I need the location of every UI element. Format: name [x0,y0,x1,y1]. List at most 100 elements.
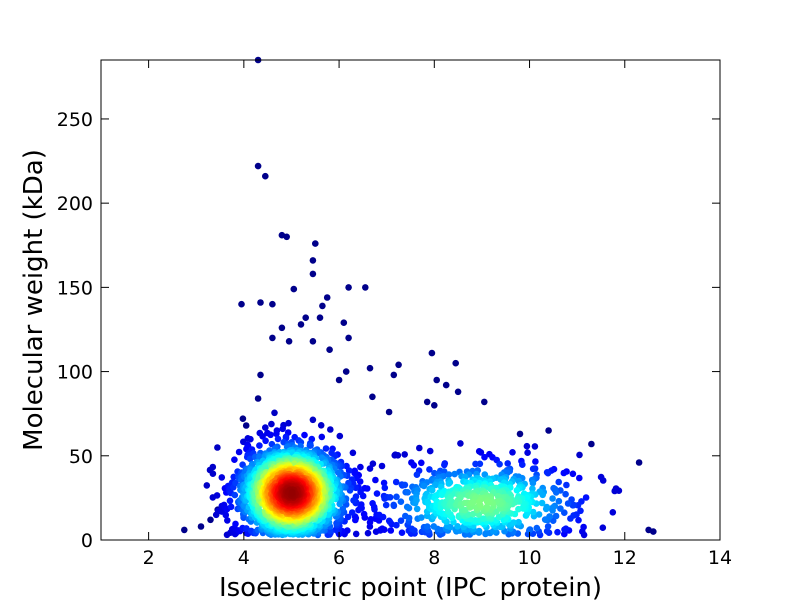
data-point [393,493,400,501]
y-tick-label: 250 [57,109,93,131]
data-point [285,338,293,345]
y-tick-label: 200 [57,193,93,215]
data-point [398,529,406,536]
data-point [274,435,282,443]
data-point [555,478,562,486]
data-point [609,509,617,516]
data-point [569,470,577,478]
data-point [378,462,386,470]
data-point [269,334,276,342]
data-point [428,349,436,357]
x-tick-label: 8 [428,547,440,569]
data-point [567,515,574,522]
y-tick-label: 100 [57,362,93,384]
data-point [278,324,286,332]
x-tick-label: 14 [708,547,732,569]
data-point [268,420,275,428]
data-point [269,300,276,308]
data-point [350,497,357,504]
data-point [379,513,387,521]
data-point [385,517,393,525]
data-point [529,485,536,493]
data-point [552,512,560,520]
data-point [181,526,188,534]
data-point [214,444,221,451]
data-point [224,517,231,524]
data-point [523,442,531,450]
x-tick-label: 6 [333,547,345,569]
data-point [564,500,572,507]
data-point [370,503,378,511]
plot-frame [100,59,721,541]
data-point [283,233,291,241]
data-point [290,285,298,293]
data-point [405,504,413,512]
data-point [382,501,390,509]
data-point [611,487,618,495]
data-point [563,481,570,489]
data-point [510,519,517,526]
data-point [238,300,245,308]
data-point [544,469,552,477]
data-point [340,319,348,327]
data-point [445,471,453,478]
data-point [366,364,374,372]
data-point [226,497,234,505]
x-tick-label: 4 [238,547,250,569]
x-tick-label: 12 [613,547,637,569]
data-point [386,494,394,501]
data-point [288,490,296,497]
data-point [529,508,537,516]
data-point [209,463,217,471]
data-point [369,393,376,401]
data-point [475,498,483,506]
data-point [515,505,522,513]
data-point [529,479,537,487]
data-point [257,299,264,306]
data-point [524,449,531,457]
data-point [390,371,398,379]
data-point [532,458,539,465]
data-point [545,427,552,434]
data-point [387,527,395,534]
data-point [469,499,477,506]
data-point [555,497,563,505]
data-point [335,376,343,384]
data-point [345,284,352,291]
data-point [576,474,583,482]
data-point [442,381,450,389]
data-point [218,474,226,481]
data-point [207,516,214,524]
data-point [549,495,556,502]
data-point [254,395,262,402]
data-point [549,504,557,511]
data-point [213,492,221,499]
data-point [247,435,254,443]
data-point [385,408,393,416]
data-point [197,523,205,530]
data-point [413,471,421,479]
data-point [231,456,238,464]
data-point [222,511,230,519]
data-point [635,459,643,466]
data-point [529,465,537,473]
x-tick-label: 10 [517,547,541,569]
data-point [519,461,526,469]
data-point [231,491,239,499]
x-axis-label: Isoelectric point (IPC_protein) [219,573,602,600]
data-point [562,490,569,498]
data-point [227,503,235,511]
data-point [364,529,372,537]
data-point [257,371,264,379]
data-point [262,172,269,180]
data-point [496,460,503,468]
data-point [309,257,317,264]
data-point [390,502,398,510]
y-axis-label: Molecular weight (kDa) [19,149,49,451]
data-point [267,431,274,439]
data-point [562,525,570,532]
data-point [538,499,546,507]
data-point [242,422,250,429]
data-point [345,334,352,342]
data-point [588,440,595,448]
